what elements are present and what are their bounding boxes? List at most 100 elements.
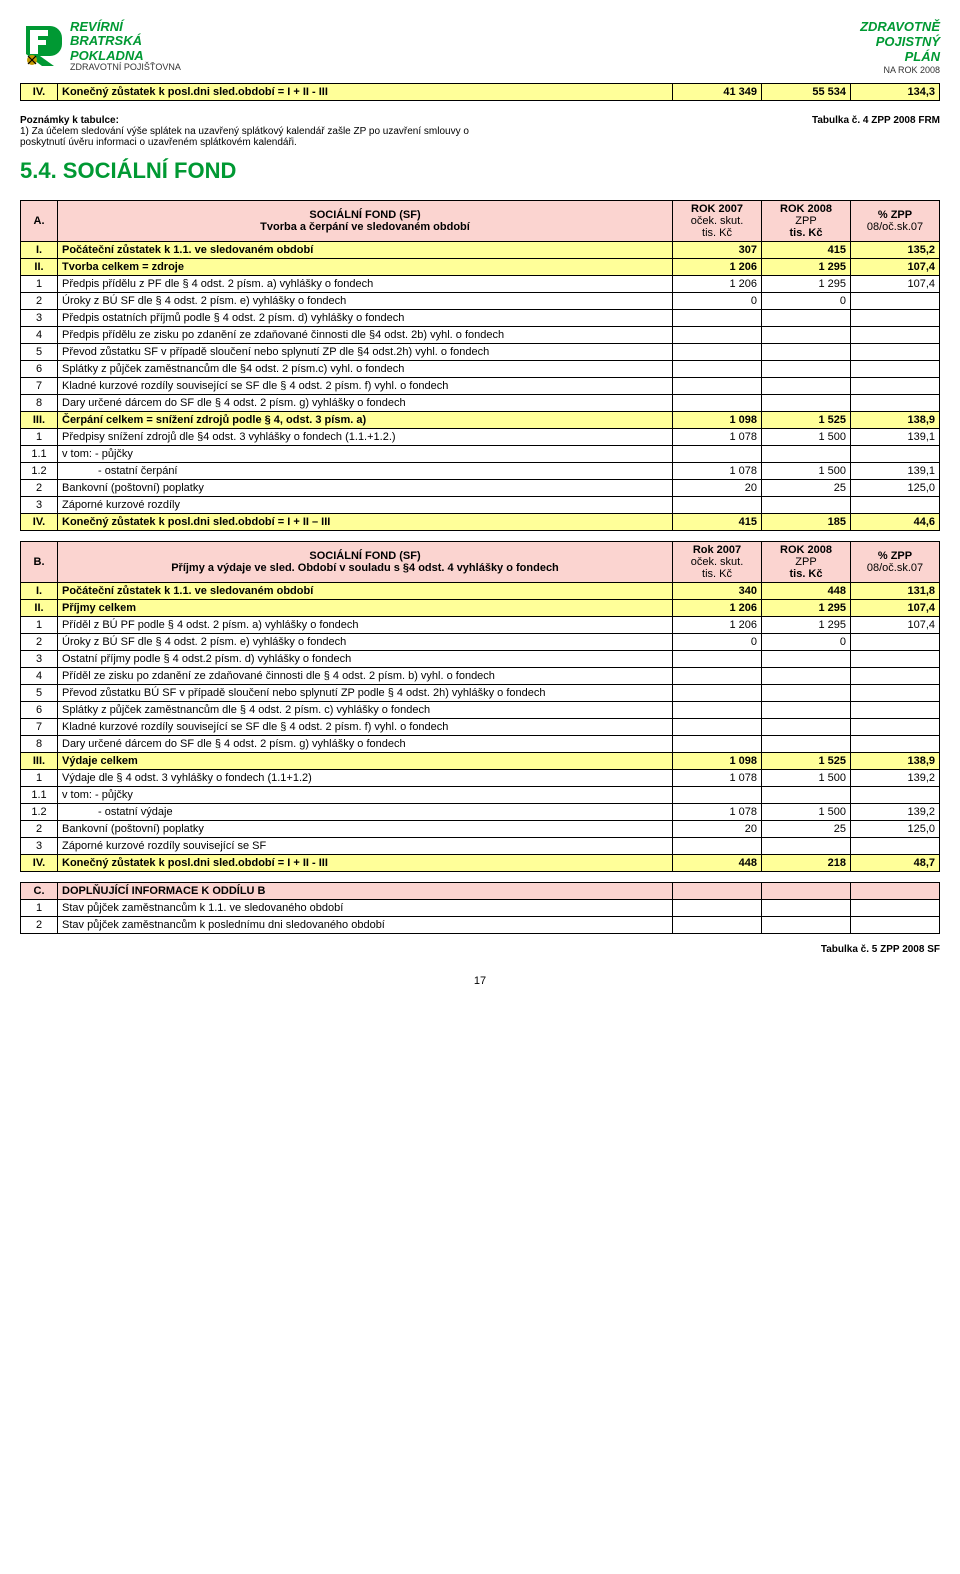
row-label: - ostatní čerpání <box>58 463 673 480</box>
summary-n: IV. <box>21 84 58 101</box>
row-n: 2 <box>21 821 58 838</box>
row-n: 3 <box>21 310 58 327</box>
row-v3: 107,4 <box>851 276 940 293</box>
notes-l2: poskytnutí úvěru informaci o uzavřeném s… <box>20 137 297 148</box>
row-v3: 138,9 <box>851 412 940 429</box>
row-label: Konečný zůstatek k posl.dni sled.období … <box>58 514 673 531</box>
row-n: IV. <box>21 855 58 872</box>
row-v3 <box>851 651 940 668</box>
row-label: Čerpání celkem = snížení zdrojů podle § … <box>58 412 673 429</box>
table-row: 1Výdaje dle § 4 odst. 3 vyhlášky o fonde… <box>21 770 940 787</box>
table-row: 7Kladné kurzové rozdíly související se S… <box>21 378 940 395</box>
row-n: 1.1 <box>21 787 58 804</box>
row-v1 <box>673 685 762 702</box>
row-n: 4 <box>21 327 58 344</box>
row-label: Dary určené dárcem do SF dle § 4 odst. 2… <box>58 395 673 412</box>
row-v1 <box>673 917 762 934</box>
row-v3 <box>851 327 940 344</box>
row-label: Tvorba celkem = zdroje <box>58 259 673 276</box>
ta-c3a: % ZPP <box>855 209 935 221</box>
row-label: Ostatní příjmy podle § 4 odst.2 písm. d)… <box>58 651 673 668</box>
summary-v3: 134,3 <box>851 84 940 101</box>
notes-l1: 1) Za účelem sledování výše splátek na u… <box>20 126 469 137</box>
row-v3 <box>851 719 940 736</box>
row-v3 <box>851 344 940 361</box>
row-label: Výdaje celkem <box>58 753 673 770</box>
row-n: III. <box>21 753 58 770</box>
row-v2 <box>762 395 851 412</box>
row-n: 1 <box>21 429 58 446</box>
table-row: 2Úroky z BÚ SF dle § 4 odst. 2 písm. e) … <box>21 293 940 310</box>
row-n: II. <box>21 259 58 276</box>
row-n: 1 <box>21 770 58 787</box>
row-v3: 44,6 <box>851 514 940 531</box>
row-v3 <box>851 668 940 685</box>
row-n: IV. <box>21 514 58 531</box>
row-v2: 1 295 <box>762 600 851 617</box>
row-n: 6 <box>21 361 58 378</box>
table-c-head: C. DOPLŇUJÍCÍ INFORMACE K ODDÍLU B <box>21 883 940 900</box>
ta-head-title: SOCIÁLNÍ FOND (SF) Tvorba a čerpání ve s… <box>58 201 673 242</box>
row-v1: 1 078 <box>673 463 762 480</box>
org-line2: BRATRSKÁ <box>70 34 181 48</box>
row-v3: 139,2 <box>851 804 940 821</box>
row-v3: 139,1 <box>851 429 940 446</box>
ta-head-c2: ROK 2008 ZPP tis. Kč <box>762 201 851 242</box>
row-label: Počáteční zůstatek k 1.1. ve sledovaném … <box>58 242 673 259</box>
table-row: I.Počáteční zůstatek k 1.1. ve sledované… <box>21 583 940 600</box>
header-left: REVÍRNÍ BRATRSKÁ POKLADNA ZDRAVOTNÍ POJI… <box>20 20 181 73</box>
row-label: Konečný zůstatek k posl.dni sled.období … <box>58 855 673 872</box>
row-v1 <box>673 838 762 855</box>
doc-title-3: PLÁN <box>860 50 940 65</box>
row-v1: 1 206 <box>673 600 762 617</box>
row-label: Kladné kurzové rozdíly související se SF… <box>58 719 673 736</box>
table-row: 1Předpis přídělu z PF dle § 4 odst. 2 pí… <box>21 276 940 293</box>
row-n: 1 <box>21 276 58 293</box>
row-v2: 1 500 <box>762 429 851 446</box>
row-label: Počáteční zůstatek k 1.1. ve sledovaném … <box>58 583 673 600</box>
tb-c2a: ROK 2008 <box>766 544 846 556</box>
row-v3 <box>851 497 940 514</box>
ta-head-c3: % ZPP 08/oč.sk.07 <box>851 201 940 242</box>
summary-v1: 41 349 <box>673 84 762 101</box>
row-label: Záporné kurzové rozdíly související se S… <box>58 838 673 855</box>
row-v2 <box>762 361 851 378</box>
table-row: IV.Konečný zůstatek k posl.dni sled.obdo… <box>21 514 940 531</box>
row-label: Příděl z BÚ PF podle § 4 odst. 2 písm. a… <box>58 617 673 634</box>
table-row: 7Kladné kurzové rozdíly související se S… <box>21 719 940 736</box>
tc-head-e2 <box>762 883 851 900</box>
table-row: 5Převod zůstatku BÚ SF v případě sloučen… <box>21 685 940 702</box>
row-v1 <box>673 310 762 327</box>
row-n: 1.1 <box>21 446 58 463</box>
table-row: 6Splátky z půjček zaměstnancům dle § 4 o… <box>21 702 940 719</box>
row-v3: 107,4 <box>851 259 940 276</box>
summary-row: IV. Konečný zůstatek k posl.dni sled.obd… <box>21 84 940 101</box>
row-label: Předpis přídělu ze zisku po zdanění ze z… <box>58 327 673 344</box>
table-c: C. DOPLŇUJÍCÍ INFORMACE K ODDÍLU B 1Stav… <box>20 882 940 934</box>
row-n: I. <box>21 583 58 600</box>
table-row: 4Příděl ze zisku po zdanění ze zdaňované… <box>21 668 940 685</box>
row-v2: 25 <box>762 480 851 497</box>
tb-head-t2: Příjmy a výdaje ve sled. Období v soulad… <box>62 562 668 574</box>
table-row: 8Dary určené dárcem do SF dle § 4 odst. … <box>21 736 940 753</box>
row-n: 8 <box>21 395 58 412</box>
table-notes: Poznámky k tabulce: 1) Za účelem sledová… <box>20 115 469 148</box>
notes-title: Poznámky k tabulce: <box>20 115 119 126</box>
row-label: Převod zůstatku SF v případě sloučení ne… <box>58 344 673 361</box>
row-n: 2 <box>21 917 58 934</box>
row-v1 <box>673 497 762 514</box>
row-v2: 0 <box>762 634 851 651</box>
row-n: 3 <box>21 838 58 855</box>
row-v1: 415 <box>673 514 762 531</box>
ta-c2a: ROK 2008 <box>766 203 846 215</box>
row-v2: 1 500 <box>762 770 851 787</box>
row-v3 <box>851 378 940 395</box>
row-v1 <box>673 651 762 668</box>
row-v3 <box>851 838 940 855</box>
row-v2: 448 <box>762 583 851 600</box>
row-v2 <box>762 702 851 719</box>
table-row: 3Záporné kurzové rozdíly <box>21 497 940 514</box>
row-v2: 1 525 <box>762 753 851 770</box>
page-number: 17 <box>20 975 940 987</box>
table-row: 1Předpisy snížení zdrojů dle §4 odst. 3 … <box>21 429 940 446</box>
